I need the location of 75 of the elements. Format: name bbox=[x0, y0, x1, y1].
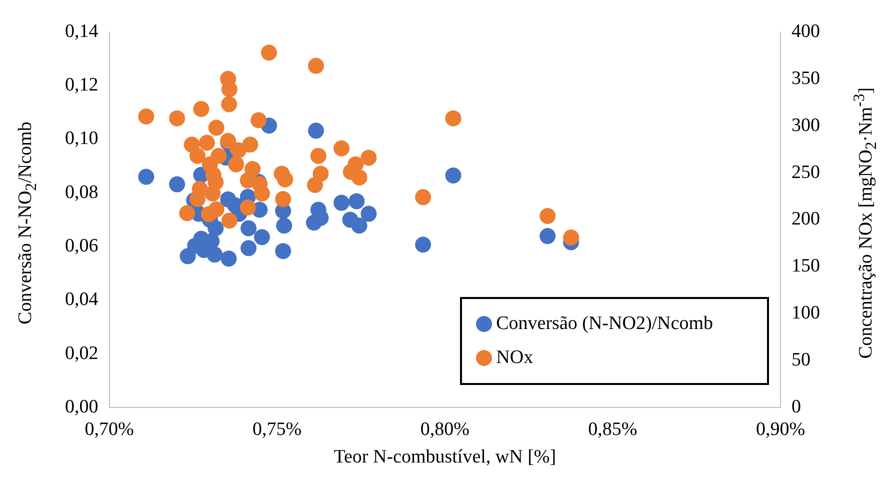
point bbox=[193, 100, 210, 117]
y-tick-label: 0,14 bbox=[65, 20, 99, 42]
point bbox=[138, 108, 154, 124]
point bbox=[308, 122, 324, 139]
point bbox=[208, 220, 224, 236]
y2-tick-label: 0 bbox=[792, 396, 801, 418]
y-tick-label: 0,00 bbox=[65, 396, 98, 418]
y-tick-label: 0,12 bbox=[65, 74, 98, 96]
y-tick-label: 0,02 bbox=[65, 342, 98, 364]
point bbox=[240, 200, 256, 216]
point bbox=[208, 201, 224, 218]
point bbox=[138, 168, 154, 185]
point bbox=[221, 212, 238, 229]
legend-label: NOx bbox=[496, 347, 534, 369]
y2-tick-label: 300 bbox=[792, 114, 820, 136]
point bbox=[540, 208, 556, 224]
x-tick-label: 0,80% bbox=[420, 418, 470, 440]
point bbox=[308, 58, 324, 74]
point bbox=[275, 191, 292, 208]
y2-tick-label: 250 bbox=[792, 162, 820, 183]
x-tick-label: 0,75% bbox=[252, 418, 302, 440]
point bbox=[275, 243, 292, 260]
point bbox=[228, 156, 244, 172]
point bbox=[179, 205, 196, 222]
point bbox=[221, 81, 238, 98]
point bbox=[334, 194, 350, 211]
point bbox=[240, 240, 257, 256]
point bbox=[190, 148, 206, 164]
point bbox=[261, 44, 278, 61]
point bbox=[208, 120, 224, 136]
y2-tick-label: 200 bbox=[792, 208, 820, 230]
point bbox=[190, 191, 206, 208]
point bbox=[254, 229, 270, 246]
point bbox=[250, 112, 267, 128]
y-tick-label: 0,04 bbox=[65, 289, 99, 310]
point bbox=[208, 174, 224, 190]
point bbox=[351, 218, 368, 234]
point bbox=[310, 148, 326, 164]
x-tick-label: 0,85% bbox=[588, 418, 638, 440]
x-tick-label: 0,90% bbox=[756, 418, 806, 440]
y2-tick-label: 100 bbox=[792, 302, 820, 324]
point bbox=[348, 193, 365, 210]
point bbox=[360, 150, 377, 166]
point bbox=[242, 136, 258, 153]
x-axis-title: Teor N-combustível, wN [%] bbox=[334, 446, 556, 468]
y-tick-label: 0,06 bbox=[65, 236, 98, 256]
point bbox=[169, 176, 186, 192]
y-tick-label: 0,10 bbox=[65, 128, 98, 150]
point bbox=[230, 142, 246, 158]
point bbox=[254, 185, 270, 202]
point bbox=[276, 218, 292, 234]
point bbox=[240, 220, 257, 236]
point bbox=[169, 110, 186, 126]
point bbox=[445, 167, 462, 184]
point bbox=[360, 206, 377, 222]
x-tick-label: 0,70% bbox=[84, 418, 134, 440]
y2-tick-label: 350 bbox=[792, 68, 820, 89]
point bbox=[221, 96, 238, 112]
y2-tick-label: 400 bbox=[792, 20, 820, 42]
point bbox=[206, 246, 223, 263]
point bbox=[540, 228, 556, 244]
legend-label: Conversão (N-NO2)/Ncomb bbox=[496, 313, 713, 335]
point bbox=[445, 110, 462, 126]
y2-tick-label: 150 bbox=[792, 256, 820, 277]
point bbox=[563, 230, 580, 246]
point bbox=[220, 250, 237, 267]
point bbox=[306, 176, 323, 193]
y2-tick-label: 50 bbox=[792, 349, 810, 370]
point bbox=[351, 169, 368, 186]
point bbox=[334, 140, 350, 156]
point bbox=[198, 134, 215, 151]
point bbox=[277, 171, 294, 188]
point bbox=[415, 189, 432, 206]
y-tick-label: 0,08 bbox=[65, 182, 98, 203]
point bbox=[415, 236, 432, 253]
